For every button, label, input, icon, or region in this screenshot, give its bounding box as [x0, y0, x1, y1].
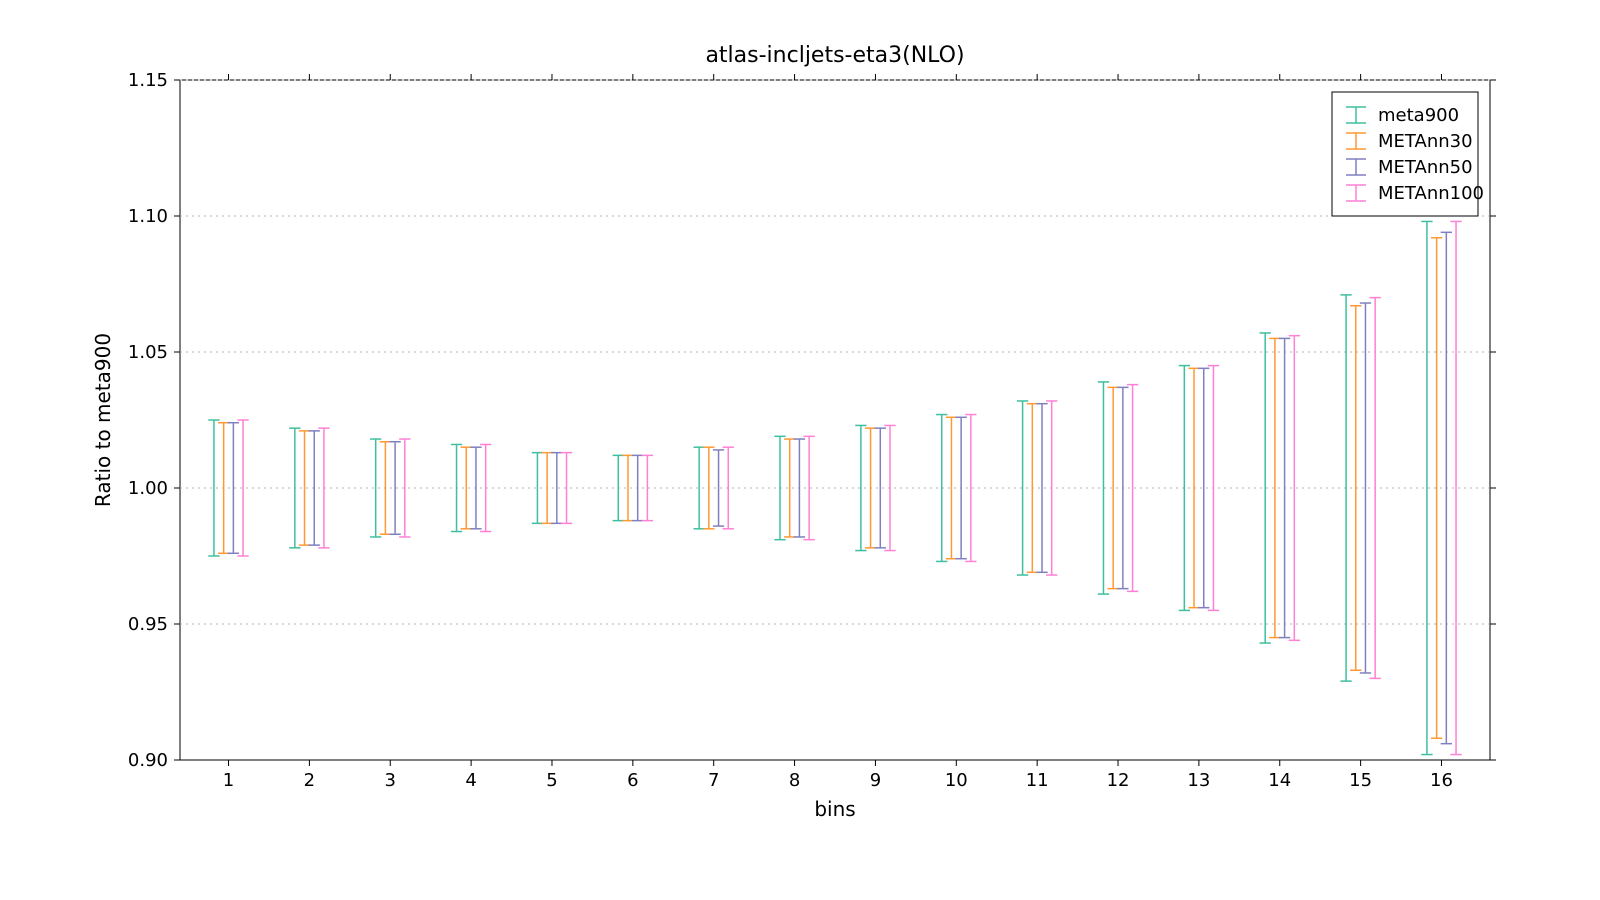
legend: meta900 METAnn30 METAnn50 METAnn100	[1332, 92, 1484, 216]
ytick-label: 1.15	[128, 70, 168, 91]
xtick-label: 13	[1187, 770, 1210, 791]
xtick-label: 16	[1430, 770, 1453, 791]
legend-label: METAnn30	[1378, 131, 1473, 152]
xtick-label: 10	[945, 770, 968, 791]
chart-svg: 0.900.951.001.051.101.151234567891011121…	[0, 0, 1600, 900]
legend-label: METAnn50	[1378, 157, 1473, 178]
ytick-label: 1.00	[128, 478, 168, 499]
xtick-label: 14	[1268, 770, 1291, 791]
x-axis-label: bins	[814, 797, 855, 821]
xtick-label: 9	[870, 770, 881, 791]
xtick-label: 7	[708, 770, 719, 791]
ytick-label: 1.10	[128, 206, 168, 227]
xtick-label: 12	[1107, 770, 1130, 791]
xtick-label: 11	[1026, 770, 1049, 791]
chart-container: 0.900.951.001.051.101.151234567891011121…	[0, 0, 1600, 900]
xtick-label: 3	[385, 770, 396, 791]
xtick-label: 4	[465, 770, 476, 791]
xtick-label: 5	[546, 770, 557, 791]
legend-label: meta900	[1378, 105, 1459, 126]
ytick-label: 0.90	[128, 750, 168, 771]
ytick-label: 1.05	[128, 342, 168, 363]
plot-area	[180, 80, 1490, 760]
legend-label: METAnn100	[1378, 183, 1484, 204]
xtick-label: 15	[1349, 770, 1372, 791]
xtick-label: 8	[789, 770, 800, 791]
ytick-label: 0.95	[128, 614, 168, 635]
xtick-label: 6	[627, 770, 638, 791]
xtick-label: 1	[223, 770, 234, 791]
xtick-label: 2	[304, 770, 315, 791]
y-axis-label: Ratio to meta900	[91, 333, 115, 507]
chart-title: atlas-incljets-eta3(NLO)	[705, 43, 964, 68]
